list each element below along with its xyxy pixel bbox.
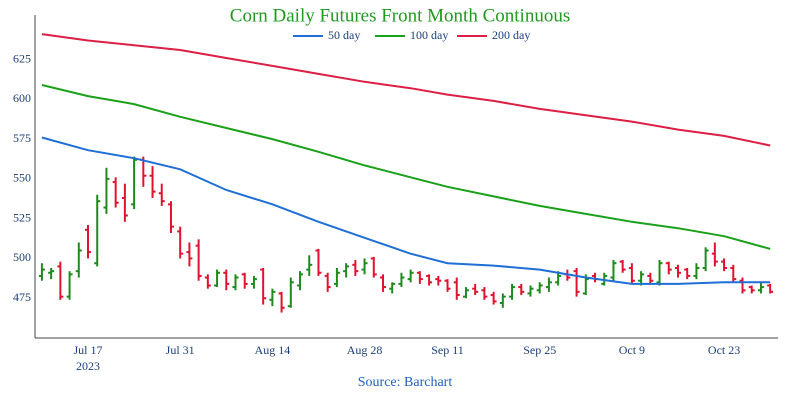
y-tick-label: 550 (13, 171, 31, 185)
x-tick-label: Aug 28 (347, 343, 383, 357)
x-year-label: 2023 (76, 359, 100, 373)
moving-average-line (41, 84, 771, 250)
y-tick-label: 500 (13, 250, 31, 264)
y-tick-label: 575 (13, 131, 31, 145)
y-tick-label: 600 (13, 91, 31, 105)
x-tick-label: Aug 14 (255, 343, 291, 357)
x-tick-label: Jul 17 (73, 343, 102, 357)
x-tick-label: Oct 23 (708, 343, 740, 357)
chart-title: Corn Daily Futures Front Month Continuou… (230, 5, 570, 26)
moving-average-line (41, 33, 771, 147)
legend-label: 100 day (410, 28, 448, 42)
x-tick-label: Sep 25 (523, 343, 556, 357)
y-tick-label: 525 (13, 210, 31, 224)
moving-average-line (41, 136, 771, 285)
legend-label: 200 day (492, 28, 530, 42)
x-tick-label: Oct 9 (619, 343, 645, 357)
x-tick-label: Jul 31 (166, 343, 195, 357)
source: Source: Barchart (358, 375, 453, 390)
x-tick-label: Sep 11 (431, 343, 464, 357)
legend-label: 50 day (328, 28, 360, 42)
y-tick-label: 475 (13, 290, 31, 304)
y-tick-label: 625 (13, 51, 31, 65)
